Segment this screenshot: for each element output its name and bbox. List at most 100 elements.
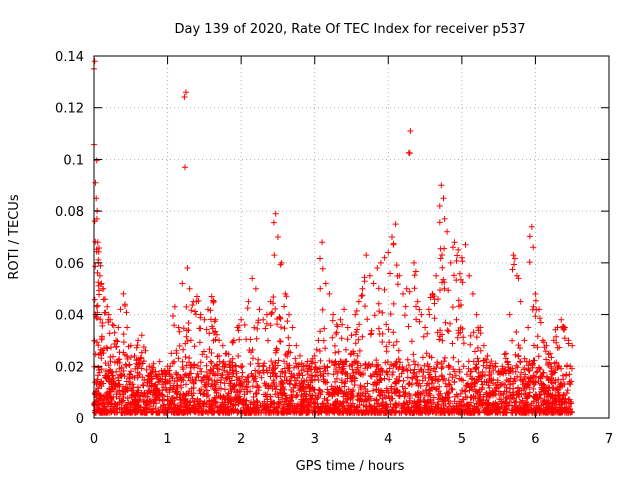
data-point [315, 337, 322, 344]
data-point-background [462, 388, 469, 395]
data-point-background [118, 404, 125, 411]
data-point-background [506, 368, 513, 375]
data-point-background [504, 393, 511, 400]
data-point-background [174, 383, 181, 390]
data-point-background [535, 404, 542, 411]
data-point-background [288, 370, 295, 377]
y-tick-label: 0.04 [55, 309, 84, 324]
data-point-background [103, 392, 109, 399]
data-point [492, 363, 498, 370]
data-point-background [310, 399, 317, 406]
data-point [234, 324, 241, 331]
data-point-background [534, 395, 541, 401]
data-point-background [498, 381, 505, 388]
data-point-background [379, 395, 386, 402]
y-tick-label: 0 [76, 412, 84, 427]
data-point-background [267, 398, 274, 405]
data-point [433, 272, 440, 279]
data-point-background [372, 406, 379, 413]
data-point [267, 298, 274, 305]
data-point-background [522, 371, 529, 378]
data-point [175, 324, 182, 331]
data-point-background [226, 361, 233, 368]
data-point-background [466, 384, 473, 391]
data-point-background [442, 398, 449, 405]
data-point-background [171, 377, 178, 384]
data-point-background [208, 350, 215, 356]
data-point [499, 363, 506, 370]
data-point-background [509, 380, 516, 387]
data-point-background [464, 394, 471, 401]
data-point-background [261, 380, 268, 387]
data-point-background [492, 409, 499, 416]
data-point [127, 342, 134, 349]
data-point-background [486, 392, 493, 399]
data-point-background [332, 398, 339, 405]
data-point [282, 290, 289, 297]
data-point [157, 376, 164, 383]
data-point-background [138, 349, 145, 356]
data-point-background [232, 394, 239, 401]
data-point-background [203, 362, 210, 369]
data-point-background [247, 361, 254, 367]
data-point-background [203, 393, 210, 400]
data-point-background [395, 365, 402, 372]
data-point-background [262, 325, 269, 332]
data-point-background [235, 353, 242, 359]
data-point-background [189, 302, 196, 309]
data-point-background [97, 346, 104, 353]
data-point-background [512, 368, 519, 375]
data-point-background [119, 398, 126, 405]
data-point-background [530, 303, 537, 310]
data-point [561, 324, 568, 331]
data-point-background [174, 391, 181, 398]
data-point [477, 324, 484, 331]
data-point-background [477, 330, 484, 337]
data-point-background [383, 387, 390, 394]
data-point-background [450, 244, 456, 251]
data-point-background [164, 401, 171, 408]
data-point-background [263, 409, 270, 416]
data-point-background [149, 409, 156, 416]
data-point-background [367, 363, 374, 369]
data-point [190, 298, 197, 305]
data-point-background [332, 349, 339, 356]
data-point-background [556, 399, 562, 405]
data-point-background [291, 381, 298, 388]
data-point [473, 311, 480, 318]
data-point-background [277, 386, 284, 393]
data-point-background [390, 300, 397, 307]
data-point-background [272, 305, 279, 312]
data-point-background [567, 381, 574, 388]
data-point-background [437, 245, 444, 252]
data-point-background [492, 388, 499, 395]
data-point-background [120, 367, 127, 374]
data-point [506, 311, 513, 318]
data-point-background [323, 403, 329, 410]
data-point-background [416, 380, 423, 387]
data-point [341, 306, 348, 313]
data-point-background [501, 367, 508, 374]
data-point-background [292, 360, 299, 367]
data-point-background [526, 389, 533, 396]
data-point-background [180, 392, 187, 399]
data-point [91, 58, 98, 65]
x-axis-label: GPS time / hours [296, 459, 405, 474]
data-point-background [340, 359, 346, 366]
data-point [469, 290, 476, 297]
data-point-background [261, 391, 267, 398]
data-point-background [449, 374, 456, 381]
data-point-background [156, 358, 163, 365]
data-point-background [267, 393, 274, 400]
x-tick-label: 2 [237, 432, 245, 447]
data-point-background [383, 321, 390, 328]
data-point-background [522, 404, 529, 411]
data-point-background [330, 408, 337, 415]
data-point [333, 321, 340, 328]
data-point-background [296, 371, 303, 378]
data-point-background [105, 399, 111, 406]
data-point-background [354, 352, 361, 359]
data-point-background [532, 297, 539, 304]
data-point-background [564, 387, 571, 394]
data-point-background [353, 329, 360, 335]
